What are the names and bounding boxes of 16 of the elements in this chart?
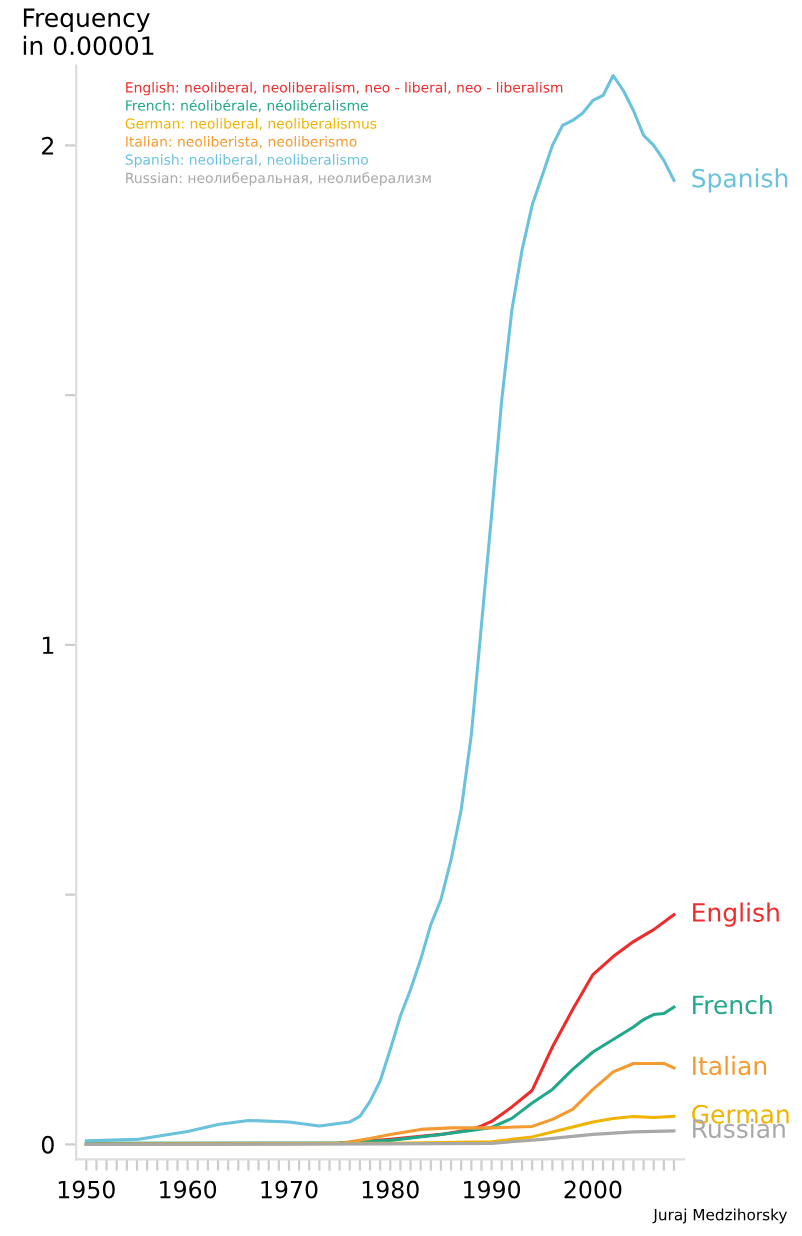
series-label: Italian [693, 1055, 767, 1076]
x-tick-label: 1980 [362, 1180, 419, 1199]
y-tick-label: 1 [42, 636, 54, 654]
series-label: English [693, 902, 779, 927]
x-tick-label: 1960 [160, 1180, 217, 1199]
series-label: French [693, 994, 772, 1015]
line-series [84, 1129, 676, 1146]
x-tick-label: 1970 [261, 1180, 318, 1199]
y-tick-label: 0 [41, 1135, 54, 1154]
x-tick-label: 1950 [58, 1180, 115, 1199]
x-tick-label: 2000 [564, 1180, 622, 1199]
series-label: Spanish [692, 168, 788, 193]
x-tick-label: 1990 [464, 1180, 521, 1199]
line-series [84, 73, 676, 1143]
y-axis-title: Frequency in 0.00001 [23, 8, 154, 56]
y-tick-label: 2 [42, 136, 53, 155]
